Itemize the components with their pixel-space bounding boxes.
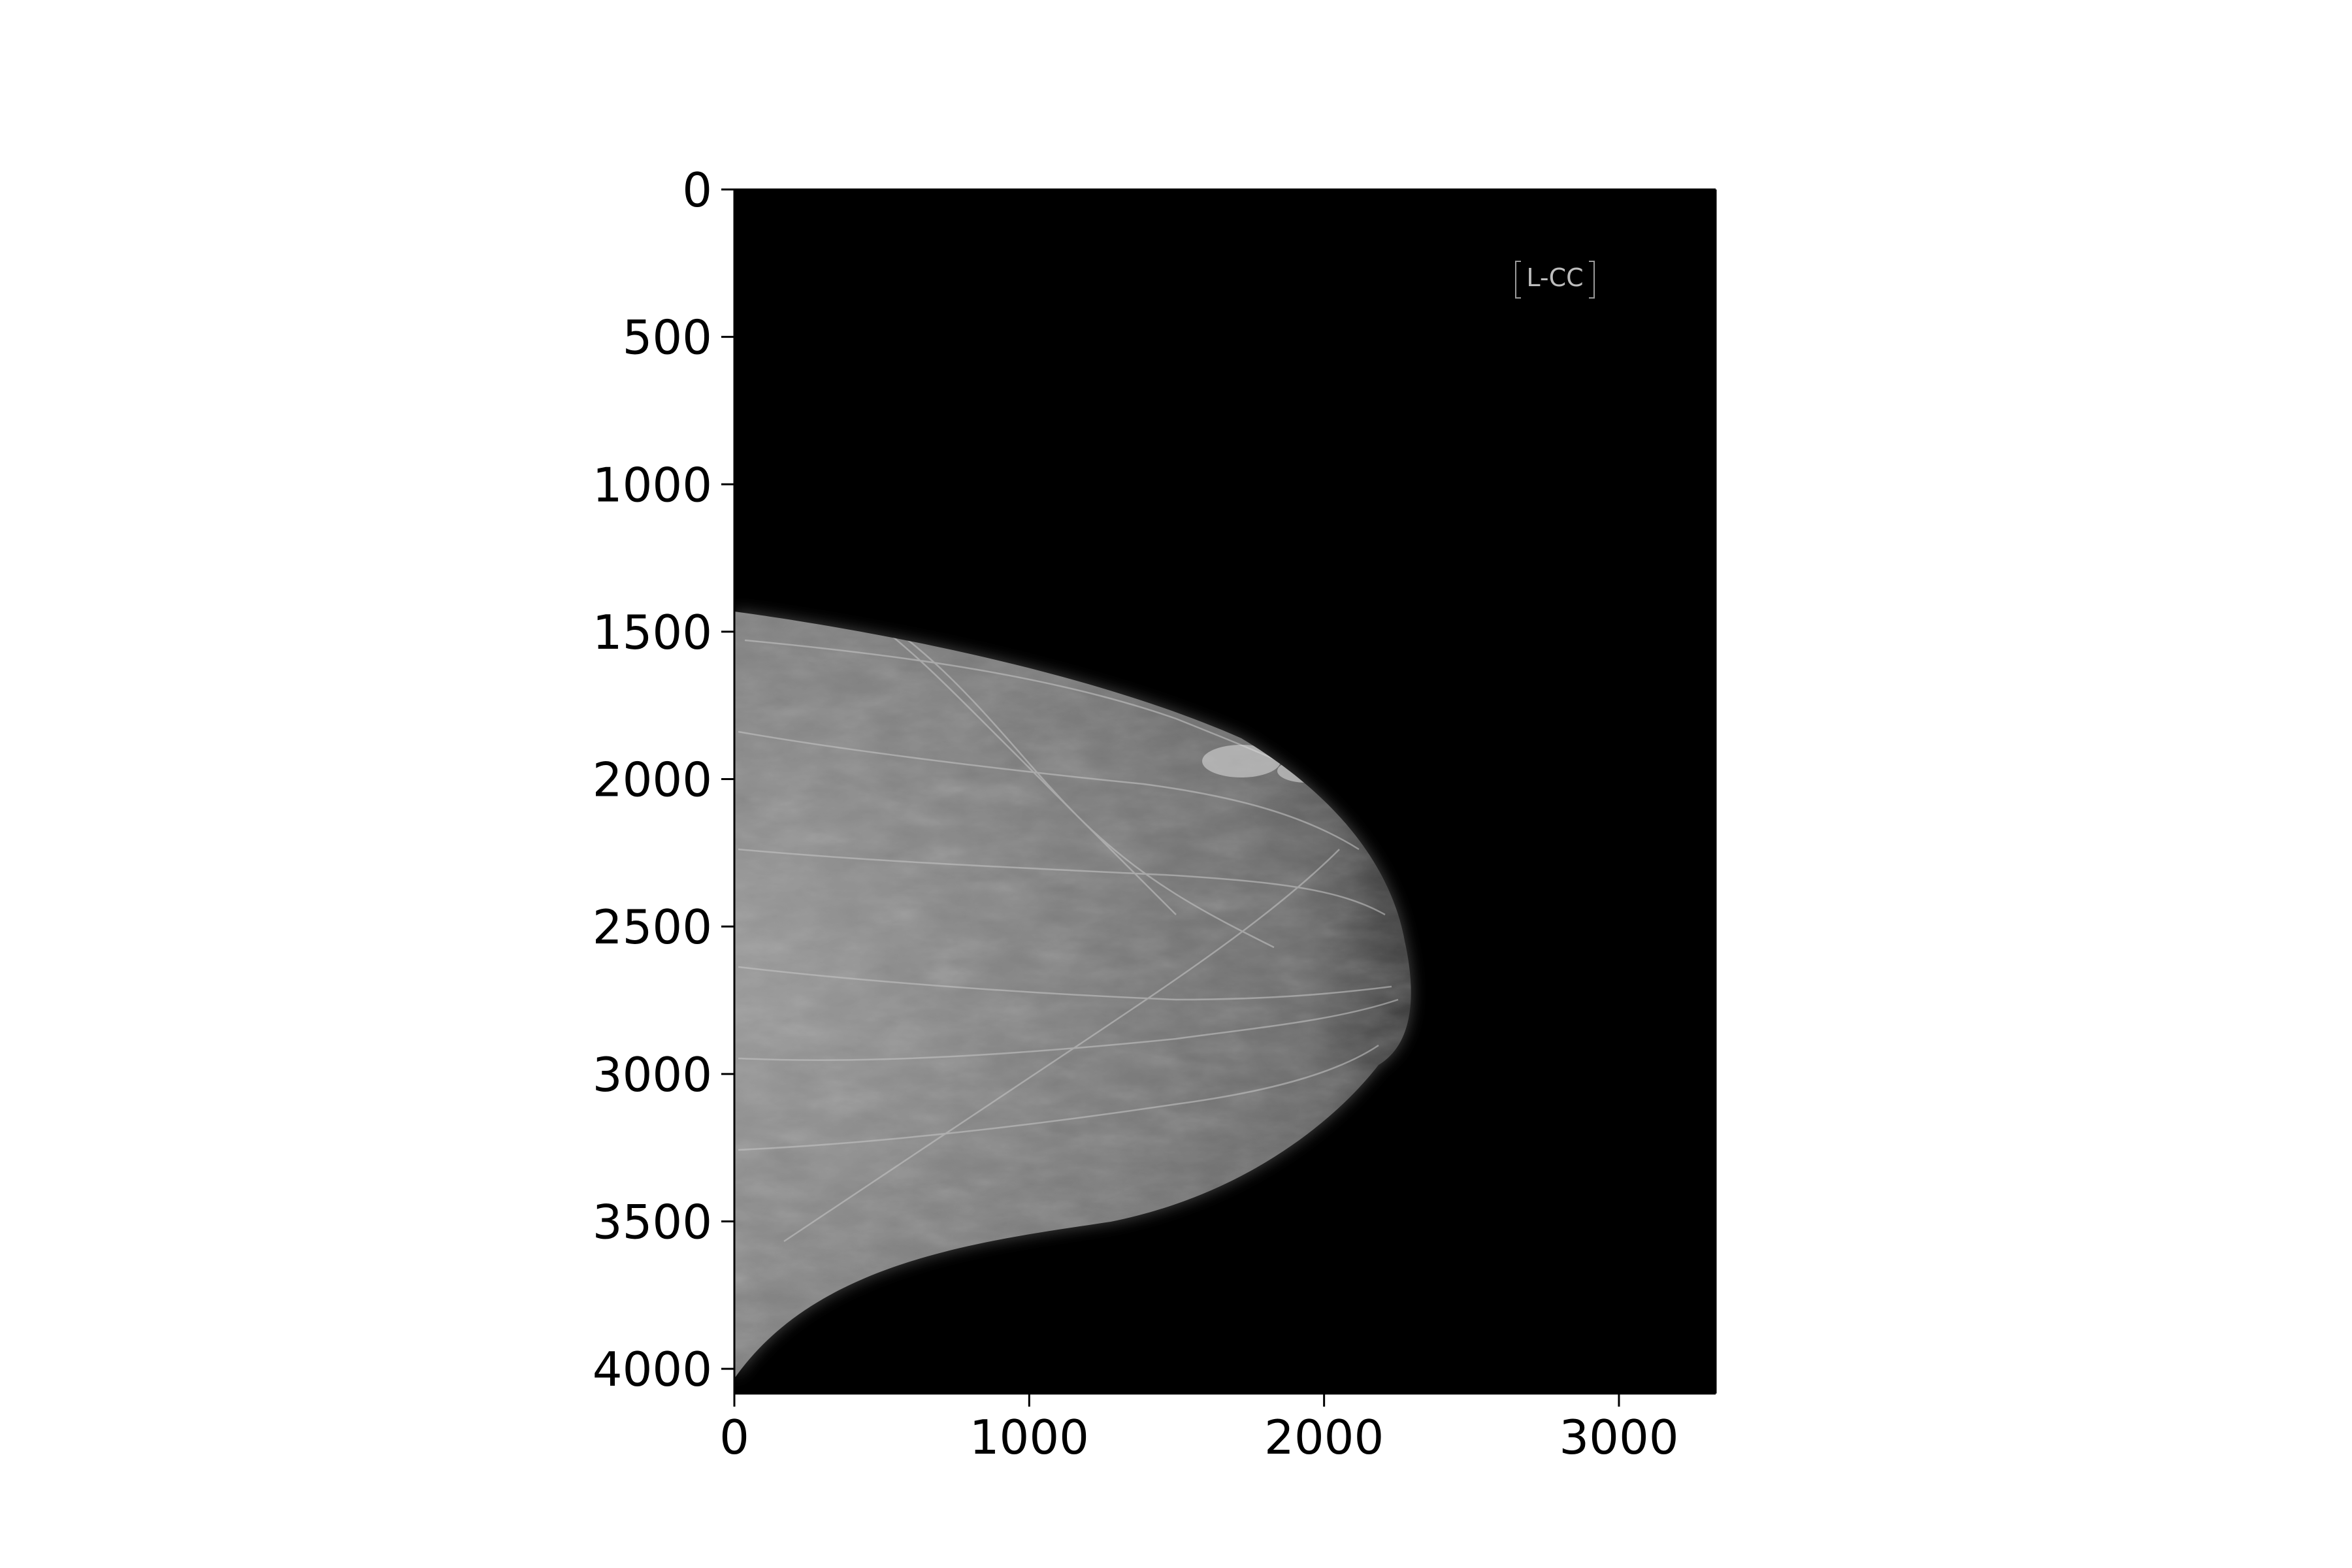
mammogram-image: L-CC (734, 189, 1716, 1394)
y-tick-label: 0 (682, 163, 712, 218)
x-tick-label: 1000 (970, 1410, 1089, 1465)
axes-frame (733, 188, 1717, 1395)
y-tick-label: 2000 (593, 753, 712, 808)
y-tick-label: 1000 (593, 457, 712, 512)
x-tick-label: 3000 (1559, 1410, 1678, 1465)
x-axis: 0 1000 2000 3000 (719, 1394, 1679, 1465)
y-tick-label: 3500 (593, 1194, 712, 1249)
y-tick-label: 3000 (593, 1047, 712, 1102)
y-tick-label: 500 (623, 310, 712, 365)
y-tick-label: 2500 (593, 900, 712, 955)
view-label-brackets (1515, 261, 1595, 299)
x-tick-label: 2000 (1264, 1410, 1384, 1465)
y-tick-label: 4000 (593, 1342, 712, 1397)
y-tick-label: 1500 (593, 605, 712, 660)
y-axis: 0 500 1000 1500 2000 2500 3000 3500 4000 (593, 163, 734, 1397)
x-tick-label: 0 (719, 1410, 749, 1465)
view-label: L-CC (1526, 263, 1583, 292)
